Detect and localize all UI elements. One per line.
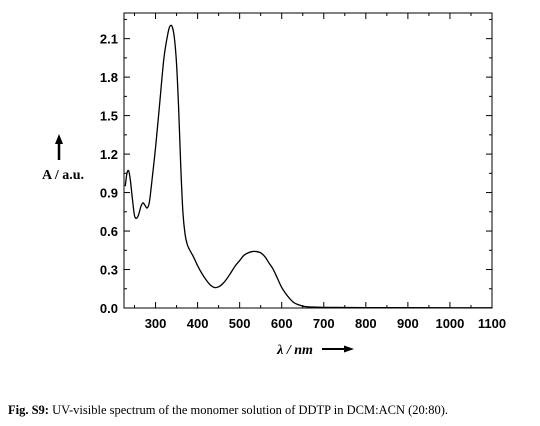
x-tick-label: 400	[187, 316, 209, 331]
x-tick-label: 800	[355, 316, 377, 331]
y-tick-label: 0.3	[100, 263, 118, 278]
y-axis-arrow-head	[55, 134, 63, 144]
y-tick-label: 0.0	[100, 301, 118, 316]
x-tick-label: 900	[397, 316, 419, 331]
x-axis-arrow-head	[344, 345, 354, 353]
x-tick-labels: 300 400 500 600 700 800 900 1000 1100	[145, 316, 506, 331]
x-tick-label: 300	[145, 316, 167, 331]
x-tick-label: 700	[313, 316, 335, 331]
y-tick-label: 1.2	[100, 147, 118, 162]
absorbance-curve	[124, 24, 493, 309]
caption-label: Fig. S9:	[8, 403, 49, 417]
x-tick-label: 500	[229, 316, 251, 331]
plot-frame	[123, 12, 493, 309]
y-axis-label: A / a.u.	[42, 168, 84, 183]
y-tick-label: 1.5	[100, 109, 118, 124]
y-tick-labels: 0.0 0.3 0.6 0.9 1.2 1.5 1.8 2.1	[100, 32, 118, 316]
y-tick-label: 1.8	[100, 70, 118, 85]
x-tick-label: 1000	[435, 316, 464, 331]
axis-ticks	[124, 13, 493, 309]
x-tick-label: 600	[271, 316, 293, 331]
x-axis-label: λ / nm	[276, 343, 313, 358]
figure-caption: Fig. S9: UV-visible spectrum of the mono…	[8, 403, 538, 418]
x-tick-label: 1100	[478, 316, 506, 331]
y-tick-label: 0.6	[100, 224, 118, 239]
y-tick-label: 2.1	[100, 32, 118, 47]
y-tick-label: 0.9	[100, 186, 118, 201]
y-axis-title: A / a.u.	[42, 134, 84, 183]
x-axis-title: λ / nm	[276, 343, 354, 358]
caption-text: UV-visible spectrum of the monomer solut…	[48, 403, 449, 417]
